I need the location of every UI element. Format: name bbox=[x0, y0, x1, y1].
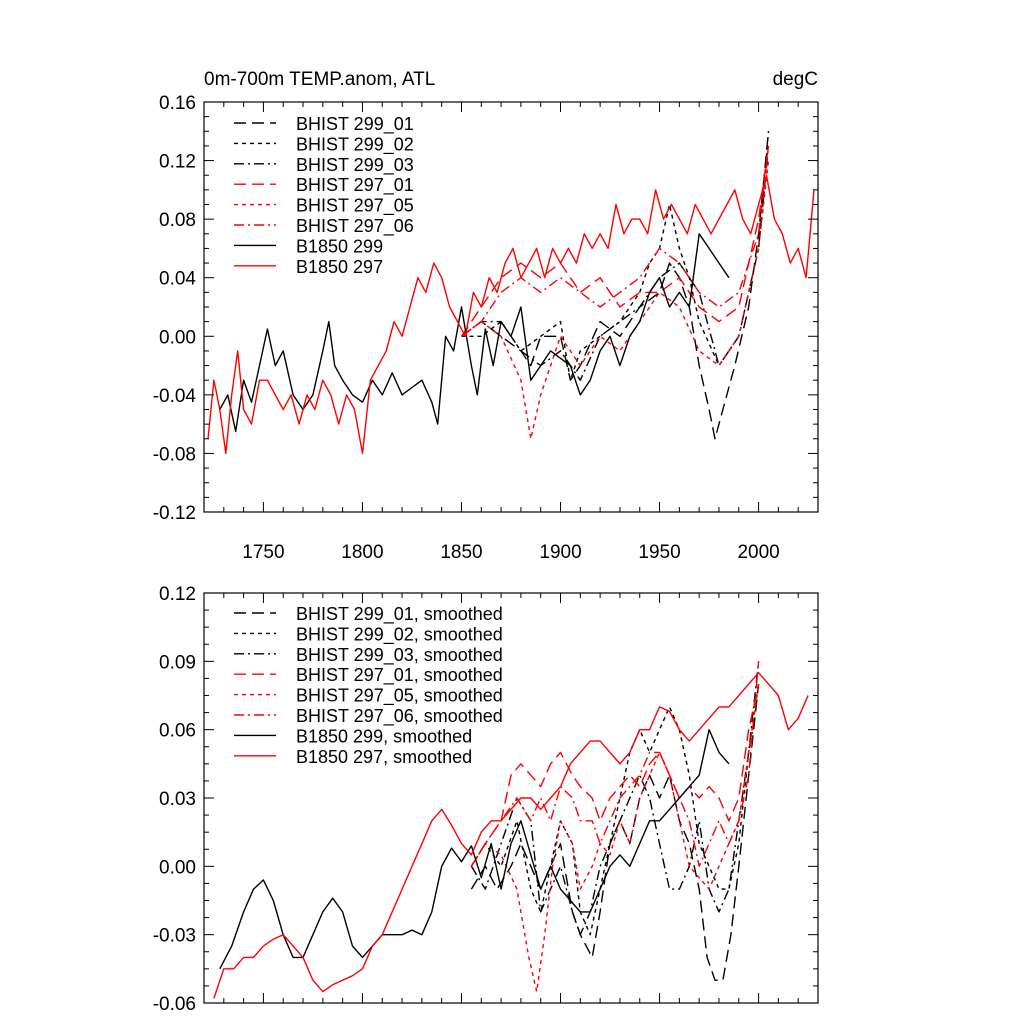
legend-label-0: BHIST 299_01, smoothed bbox=[296, 604, 503, 625]
legend-label-4: BHIST 297_05, smoothed bbox=[296, 686, 503, 707]
series-line-6 bbox=[219, 729, 730, 970]
legend-label-7: B1850 297 bbox=[296, 257, 383, 277]
y-tick-label: -0.06 bbox=[153, 994, 196, 1015]
y-tick-label: 0.12 bbox=[159, 152, 196, 173]
legend-label-6: B1850 299, smoothed bbox=[296, 726, 472, 746]
y-tick-label: 0.00 bbox=[159, 327, 196, 348]
x-tick-label: 1800 bbox=[341, 542, 383, 563]
y-tick-label: -0.08 bbox=[153, 444, 196, 465]
series-line-2 bbox=[461, 145, 770, 381]
series-line-5 bbox=[461, 145, 770, 337]
series-line-4 bbox=[470, 683, 760, 993]
y-tick-label: 0.09 bbox=[159, 652, 196, 673]
y-tick-label: 0.08 bbox=[159, 210, 196, 231]
legend-label-5: BHIST 297_06, smoothed bbox=[296, 706, 503, 727]
y-tick-label: -0.04 bbox=[153, 386, 197, 407]
y-tick-label: 0.04 bbox=[159, 269, 196, 290]
series-line-0 bbox=[470, 684, 760, 981]
y-tick-label: 0.00 bbox=[159, 857, 196, 878]
legend-label-2: BHIST 299_03 bbox=[296, 155, 414, 176]
series-line-7 bbox=[213, 672, 809, 999]
y-tick-label: 0.16 bbox=[159, 93, 196, 114]
bottom-panel: 0.12 0.09 0.06 0.03 0.00 -0.03 -0.06 BHIST 299_… bbox=[153, 584, 819, 1015]
top-title-right: degC bbox=[773, 69, 818, 90]
legend-label-7: B1850 297, smoothed bbox=[296, 747, 472, 767]
x-tick-label: 1750 bbox=[242, 542, 284, 563]
top-panel: 0.16 0.12 0.08 0.04 0.00 -0.04 -0.08 -0.12 1750 1… bbox=[153, 93, 819, 563]
y-tick-label: 0.12 bbox=[159, 584, 196, 605]
y-tick-label: 0.06 bbox=[159, 721, 196, 742]
series-line-5 bbox=[470, 661, 760, 867]
legend-label-6: B1850 299 bbox=[296, 236, 383, 256]
series-line-3 bbox=[470, 683, 760, 867]
x-tick-label: 1950 bbox=[638, 542, 680, 563]
legend-label-1: BHIST 299_02 bbox=[296, 134, 414, 155]
y-tick-label: -0.03 bbox=[153, 926, 196, 947]
legend-label-4: BHIST 297_05 bbox=[296, 196, 414, 217]
legend-label-3: BHIST 297_01, smoothed bbox=[296, 665, 503, 686]
series-line-1 bbox=[470, 683, 760, 936]
series-line-7 bbox=[207, 174, 815, 455]
series-line-4 bbox=[461, 160, 770, 440]
x-tick-label: 2000 bbox=[737, 542, 779, 563]
x-tick-label: 1900 bbox=[539, 542, 581, 563]
series-line-6 bbox=[219, 233, 730, 433]
top-title-left: 0m-700m TEMP.anom, ATL bbox=[204, 69, 435, 90]
legend-label-0: BHIST 299_01 bbox=[296, 114, 414, 135]
series-line-3 bbox=[460, 145, 770, 337]
legend-label-5: BHIST 297_06 bbox=[296, 216, 414, 237]
series-line-1 bbox=[461, 131, 770, 381]
y-tick-label: 0.03 bbox=[159, 789, 196, 810]
y-tick-label: -0.12 bbox=[153, 503, 196, 524]
legend-label-2: BHIST 299_03, smoothed bbox=[296, 645, 503, 666]
legend-label-3: BHIST 297_01 bbox=[296, 175, 414, 196]
legend-label-1: BHIST 299_02, smoothed bbox=[296, 624, 503, 645]
x-tick-label: 1850 bbox=[440, 542, 482, 563]
series-line-2 bbox=[470, 661, 760, 936]
series-line-0 bbox=[461, 131, 770, 440]
